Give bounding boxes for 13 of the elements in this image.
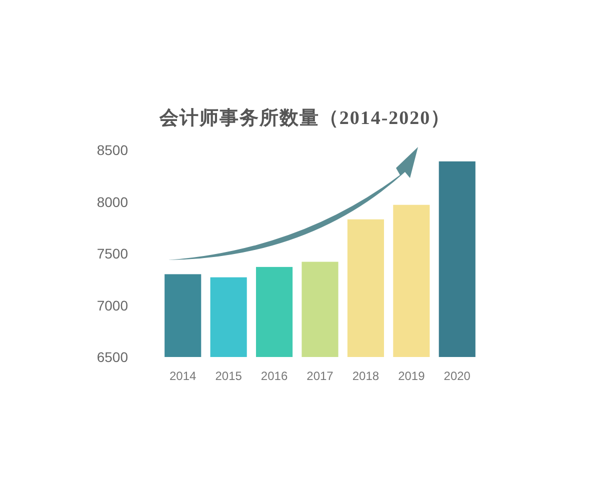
x-tick-label: 2016 <box>260 369 288 383</box>
y-tick-label: 8500 <box>96 142 128 158</box>
x-tick-label: 2019 <box>398 369 426 383</box>
x-tick-label: 2020 <box>444 369 471 383</box>
y-tick-label: 7500 <box>96 246 128 262</box>
x-tick-label: 2017 <box>306 369 334 383</box>
x-tick-label: 2014 <box>170 369 197 383</box>
chart-title: 会计师事务所数量（2014-2020） <box>158 107 451 129</box>
y-tick-label: 7000 <box>96 297 128 314</box>
x-tick-label: 2018 <box>352 369 380 383</box>
y-tick-label: 8000 <box>96 194 128 210</box>
y-tick-label: 6500 <box>96 349 128 365</box>
x-tick-label: 2015 <box>215 369 242 383</box>
